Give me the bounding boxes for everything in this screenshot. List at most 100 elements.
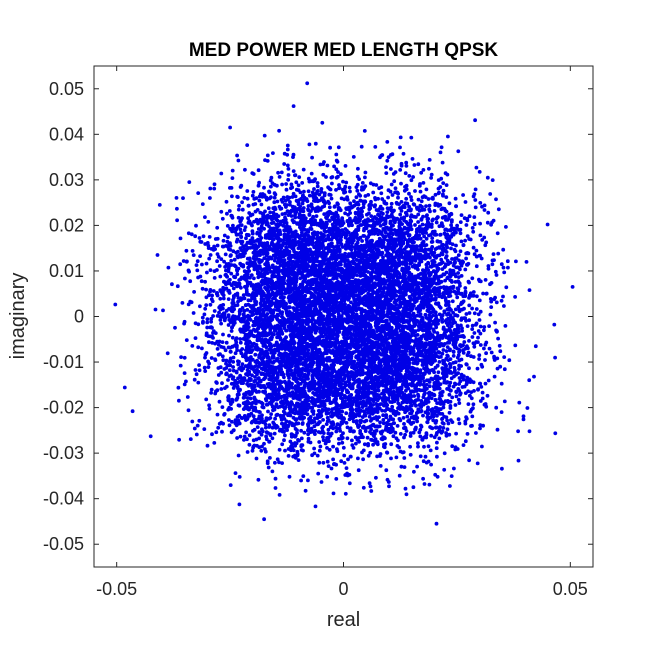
data-point: [329, 249, 334, 254]
data-point: [286, 173, 291, 177]
data-point: [356, 224, 361, 229]
data-point: [335, 226, 340, 231]
data-point: [439, 176, 444, 181]
data-point: [477, 170, 482, 174]
data-point: [283, 248, 288, 253]
data-point: [278, 249, 283, 254]
data-point: [291, 270, 295, 275]
data-point: [278, 244, 283, 249]
data-point: [490, 178, 495, 183]
data-point: [288, 202, 292, 207]
data-point: [513, 295, 517, 299]
data-point: [290, 209, 295, 213]
data-point: [339, 172, 343, 177]
data-point: [376, 212, 380, 217]
data-point: [337, 206, 342, 211]
data-point: [275, 199, 280, 204]
data-point: [470, 276, 475, 281]
data-point: [416, 212, 421, 217]
data-point: [313, 303, 317, 307]
data-point: [294, 187, 299, 192]
data-point: [320, 255, 325, 260]
data-point: [250, 212, 255, 217]
data-point: [312, 198, 316, 203]
data-point: [298, 221, 302, 225]
data-point: [334, 188, 338, 192]
data-point: [428, 233, 433, 237]
data-point: [254, 217, 259, 222]
data-point: [194, 263, 199, 267]
data-point: [193, 234, 198, 239]
data-point: [288, 254, 293, 259]
data-point: [222, 233, 227, 238]
data-point: [472, 311, 477, 316]
data-point: [251, 243, 256, 248]
data-point: [340, 223, 344, 228]
data-point: [442, 286, 447, 291]
data-point: [287, 240, 291, 245]
data-point: [323, 246, 328, 251]
data-point: [409, 135, 414, 140]
data-point: [499, 262, 504, 267]
data-point: [234, 250, 239, 255]
data-point: [392, 179, 397, 184]
data-point: [472, 331, 477, 335]
data-point: [245, 143, 250, 148]
data-point: [358, 198, 363, 203]
data-point: [470, 226, 475, 230]
data-point: [272, 249, 276, 253]
data-point: [293, 229, 298, 234]
data-point: [485, 220, 490, 225]
data-point: [309, 250, 313, 254]
data-point: [334, 248, 339, 253]
data-point: [389, 167, 393, 171]
data-point: [184, 248, 189, 253]
data-point: [257, 198, 262, 203]
data-point: [356, 219, 360, 224]
data-point: [454, 204, 458, 209]
data-point: [272, 195, 277, 200]
data-point: [408, 208, 413, 213]
data-point: [289, 214, 294, 218]
data-point: [293, 215, 298, 220]
data-point: [331, 230, 335, 235]
data-point: [368, 263, 372, 267]
data-point: [262, 185, 266, 190]
data-point: [322, 204, 327, 209]
data-point: [257, 180, 261, 185]
data-point: [453, 196, 458, 201]
data-point: [393, 280, 397, 285]
data-point: [238, 261, 243, 266]
data-point: [330, 175, 335, 179]
data-point: [246, 298, 251, 303]
data-point: [420, 222, 425, 227]
data-point: [338, 240, 342, 245]
data-point: [443, 214, 448, 219]
data-point: [178, 236, 183, 241]
data-point: [175, 284, 180, 289]
data-point: [334, 158, 339, 163]
data-point: [211, 289, 216, 293]
data-point: [219, 171, 224, 176]
data-point: [394, 230, 398, 235]
data-point: [250, 223, 254, 228]
data-point: [326, 233, 330, 238]
data-point: [208, 289, 212, 294]
data-point: [425, 266, 429, 270]
data-point: [207, 293, 211, 298]
data-point: [393, 186, 398, 191]
data-point: [212, 276, 217, 280]
data-point: [439, 221, 444, 226]
data-point: [259, 236, 264, 240]
data-point: [377, 228, 381, 233]
data-point: [285, 163, 290, 168]
data-point: [400, 222, 404, 227]
data-point: [307, 142, 312, 147]
data-point: [315, 184, 320, 189]
data-point: [186, 268, 191, 273]
data-point: [434, 255, 438, 260]
data-point: [483, 243, 488, 248]
data-point: [210, 341, 215, 345]
data-point: [227, 247, 231, 252]
data-point: [264, 215, 269, 219]
